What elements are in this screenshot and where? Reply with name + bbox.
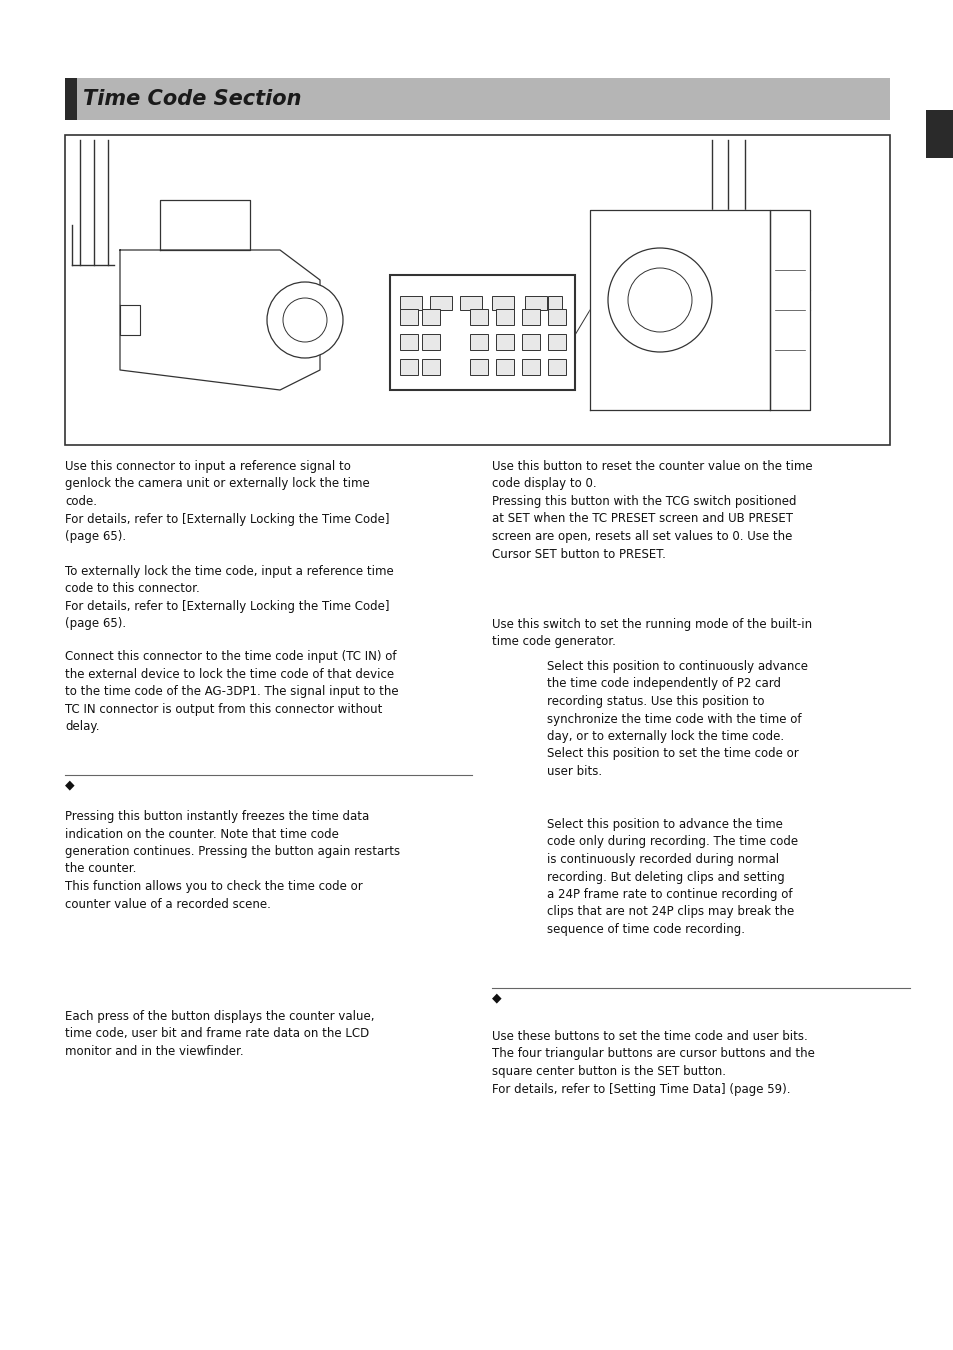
Text: Connect this connector to the time code input (TC IN) of
the external device to : Connect this connector to the time code … xyxy=(65,649,398,733)
Bar xyxy=(524,296,546,310)
Text: Select this position to continuously advance
the time code independently of P2 c: Select this position to continuously adv… xyxy=(546,660,807,778)
Bar xyxy=(430,296,452,310)
Text: Use this connector to input a reference signal to
genlock the camera unit or ext: Use this connector to input a reference … xyxy=(65,460,389,543)
Bar xyxy=(547,359,565,375)
Bar xyxy=(421,359,439,375)
Bar xyxy=(399,309,417,325)
Bar xyxy=(399,333,417,350)
Bar xyxy=(492,296,514,310)
Bar xyxy=(65,135,889,446)
Text: Use this button to reset the counter value on the time
code display to 0.
Pressi: Use this button to reset the counter val… xyxy=(492,460,812,560)
Bar xyxy=(496,359,514,375)
Circle shape xyxy=(607,248,711,352)
Bar xyxy=(65,78,889,120)
Bar xyxy=(547,333,565,350)
Polygon shape xyxy=(769,211,809,410)
Text: Pressing this button instantly freezes the time data
indication on the counter. : Pressing this button instantly freezes t… xyxy=(65,810,399,910)
Bar xyxy=(470,309,488,325)
Text: Each press of the button displays the counter value,
time code, user bit and fra: Each press of the button displays the co… xyxy=(65,1010,375,1058)
Bar xyxy=(459,296,481,310)
Text: ◆: ◆ xyxy=(65,779,74,791)
Polygon shape xyxy=(589,211,769,410)
Text: Select this position to advance the time
code only during recording. The time co: Select this position to advance the time… xyxy=(546,818,798,936)
Text: ◆: ◆ xyxy=(492,991,501,1004)
Bar xyxy=(496,309,514,325)
Bar xyxy=(421,333,439,350)
Bar xyxy=(399,296,421,310)
Text: To externally lock the time code, input a reference time
code to this connector.: To externally lock the time code, input … xyxy=(65,566,394,630)
Bar xyxy=(521,333,539,350)
Bar xyxy=(547,296,561,310)
Text: Use these buttons to set the time code and user bits.
The four triangular button: Use these buttons to set the time code a… xyxy=(492,1030,814,1095)
Text: Time Code Section: Time Code Section xyxy=(83,89,301,109)
Polygon shape xyxy=(160,200,250,250)
Bar xyxy=(470,333,488,350)
Bar xyxy=(925,109,953,158)
Polygon shape xyxy=(120,305,140,335)
Text: Use this switch to set the running mode of the built-in
time code generator.: Use this switch to set the running mode … xyxy=(492,618,811,648)
Polygon shape xyxy=(120,250,319,390)
Bar xyxy=(521,309,539,325)
Bar xyxy=(399,359,417,375)
Bar xyxy=(390,275,575,390)
Bar xyxy=(65,78,77,120)
Circle shape xyxy=(267,282,343,358)
Bar xyxy=(496,333,514,350)
Bar xyxy=(470,359,488,375)
Bar xyxy=(547,309,565,325)
Bar xyxy=(521,359,539,375)
Bar xyxy=(421,309,439,325)
